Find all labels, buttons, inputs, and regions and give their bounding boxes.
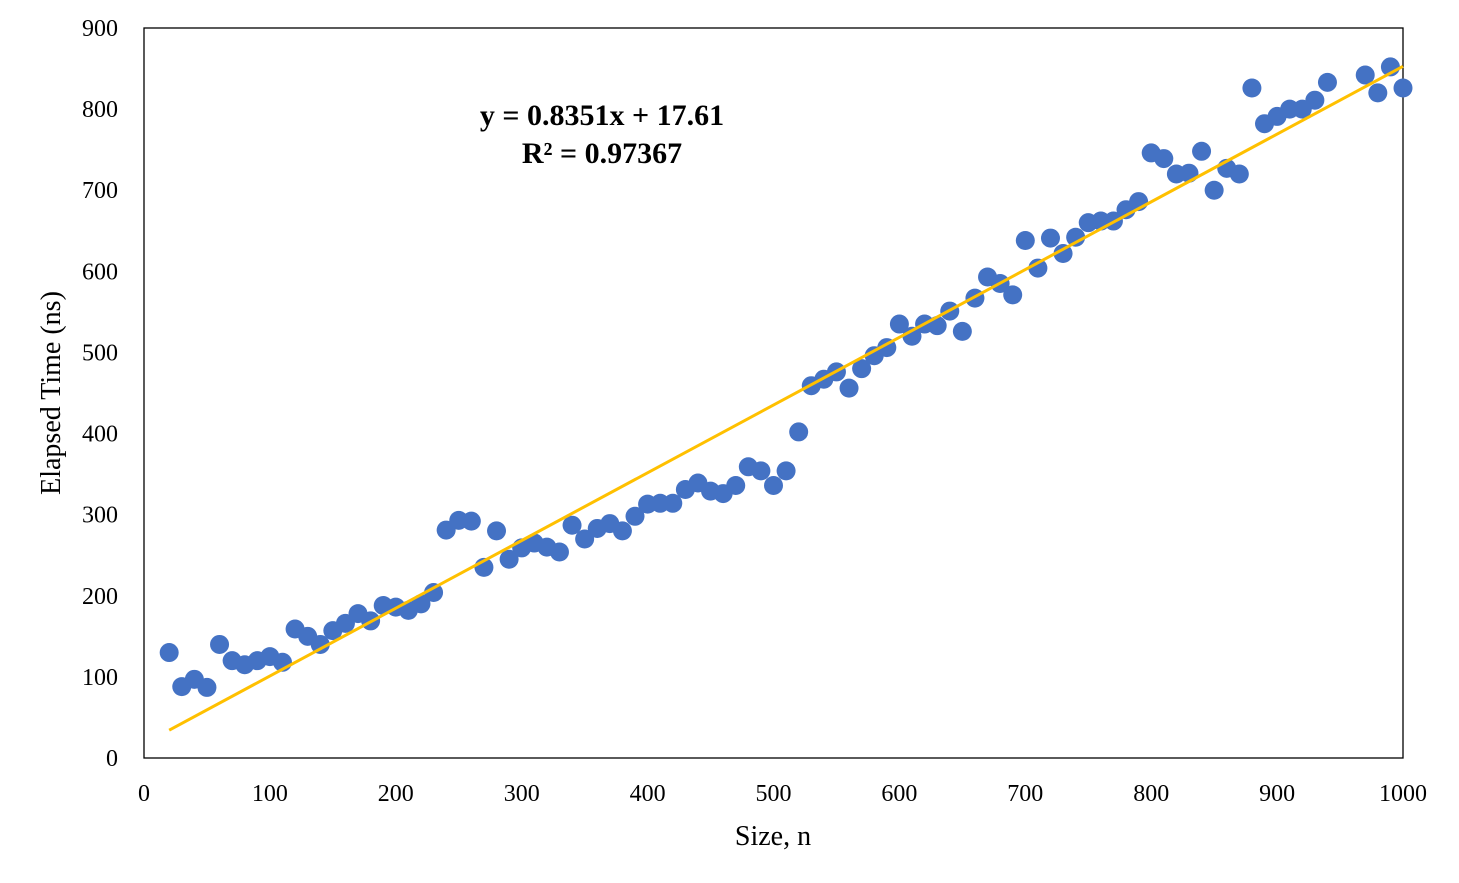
y-tick-label: 600	[82, 259, 118, 285]
x-tick-label: 800	[1133, 781, 1169, 807]
x-tick-label: 700	[1007, 781, 1043, 807]
data-point	[663, 493, 683, 513]
data-point	[1028, 258, 1048, 278]
y-tick-label: 800	[82, 97, 118, 123]
x-tick-label: 600	[881, 781, 917, 807]
data-point	[751, 461, 771, 481]
y-tick-label: 500	[82, 340, 118, 366]
y-tick-label: 0	[106, 746, 118, 772]
data-point	[1242, 78, 1262, 98]
trendline-r-squared: R² = 0.97367	[522, 137, 682, 170]
data-point	[159, 643, 179, 663]
data-point	[839, 378, 859, 398]
x-tick-label: 300	[504, 781, 540, 807]
data-point	[625, 506, 645, 526]
data-point	[1154, 149, 1174, 169]
data-point	[726, 475, 746, 495]
y-tick-label: 900	[82, 16, 118, 42]
data-point	[411, 594, 431, 614]
x-tick-label: 200	[378, 781, 414, 807]
trendline-equation: y = 0.8351x + 17.61	[480, 99, 724, 132]
data-point	[549, 542, 569, 562]
data-point	[1317, 72, 1337, 92]
trendline	[168, 65, 1404, 732]
x-axis-label: Size, n	[735, 821, 811, 852]
data-point	[889, 314, 909, 334]
x-tick-label: 100	[252, 781, 288, 807]
data-point	[1192, 141, 1212, 161]
data-point	[1003, 285, 1023, 305]
plot-area	[143, 27, 1404, 759]
y-tick-label: 300	[82, 503, 118, 529]
data-point	[487, 521, 507, 541]
y-tick-label: 700	[82, 178, 118, 204]
data-points	[159, 57, 1413, 697]
data-point	[1305, 90, 1325, 110]
data-point	[764, 475, 783, 495]
x-tick-label: 900	[1259, 781, 1295, 807]
data-point	[210, 634, 230, 654]
data-point	[499, 549, 519, 569]
data-point	[1015, 231, 1035, 251]
data-point	[310, 634, 330, 654]
data-point	[461, 511, 481, 531]
data-point	[1066, 227, 1086, 247]
data-point	[1040, 228, 1060, 248]
data-point	[1355, 65, 1375, 85]
data-point	[424, 583, 444, 603]
data-point	[1393, 78, 1413, 98]
x-tick-label: 0	[138, 781, 150, 807]
data-point	[776, 461, 796, 481]
data-point	[1368, 83, 1388, 103]
data-point	[1229, 164, 1249, 184]
y-axis-ticks: 0 100 200 300 400 500 600 700 800 900	[82, 16, 118, 772]
y-tick-label: 400	[82, 422, 118, 448]
y-tick-label: 100	[82, 665, 118, 691]
x-tick-label: 400	[630, 781, 666, 807]
data-point	[612, 521, 632, 541]
data-point	[1204, 180, 1224, 200]
data-point	[562, 515, 582, 535]
y-tick-label: 200	[82, 584, 118, 610]
x-tick-label: 500	[756, 781, 792, 807]
y-axis-label: Elapsed Time (ns)	[36, 291, 67, 495]
data-point	[197, 677, 217, 697]
x-tick-label: 1000	[1379, 781, 1427, 807]
x-axis-ticks: 0 100 200 300 400 500 600 700 800 900 1000	[138, 781, 1427, 807]
data-point	[852, 359, 872, 379]
data-point	[575, 529, 595, 549]
data-point	[789, 422, 809, 442]
data-point	[952, 321, 972, 341]
data-point	[1053, 243, 1073, 263]
